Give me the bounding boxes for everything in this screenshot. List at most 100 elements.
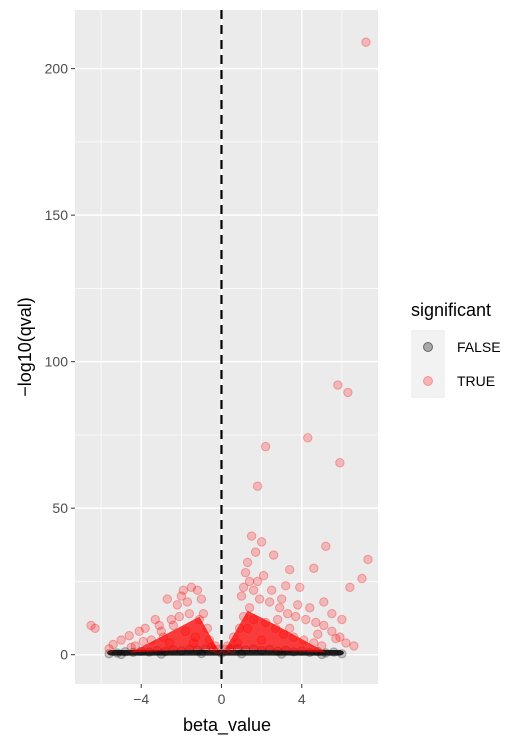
point-true: [343, 387, 353, 398]
point-true: [252, 576, 263, 587]
point-true: [164, 638, 175, 648]
false-density-band: [107, 650, 344, 656]
x-tick-label: 0: [218, 691, 226, 707]
point-true: [134, 626, 144, 636]
point-true: [317, 641, 327, 651]
point-true: [242, 623, 253, 634]
point-true: [222, 641, 233, 651]
point-true: [327, 626, 337, 636]
point-true: [182, 597, 193, 607]
legend-key-false: [423, 342, 433, 352]
point-true: [154, 620, 164, 631]
point-true: [335, 632, 345, 642]
point-true: [256, 537, 267, 547]
true-density-fan: [131, 616, 218, 653]
true-density-fan: [225, 610, 326, 653]
point-true: [341, 638, 351, 648]
point-true: [283, 608, 293, 619]
point-true: [212, 644, 223, 655]
point-true: [293, 600, 303, 610]
point-false: [276, 649, 287, 659]
point-true: [188, 638, 199, 648]
point-true: [254, 594, 265, 604]
point-true: [260, 441, 271, 452]
point-true: [104, 644, 114, 654]
point-true: [319, 620, 329, 631]
point-true: [186, 582, 197, 592]
point-true: [327, 608, 337, 619]
point-false: [337, 649, 347, 659]
point-false: [120, 647, 130, 657]
point-true: [180, 626, 191, 636]
point-true: [86, 620, 96, 631]
point-true: [333, 380, 343, 390]
point-true: [301, 614, 311, 625]
point-true: [226, 644, 237, 654]
y-tick-label: 150: [45, 207, 69, 223]
point-true: [309, 563, 319, 573]
y-tick-labels: 0 50 100 150 200: [45, 61, 69, 663]
axis-ticks: [71, 68, 303, 688]
point-true: [345, 582, 355, 592]
point-true: [168, 620, 179, 631]
point-true: [220, 644, 231, 655]
point-true: [146, 635, 156, 645]
point-true: [178, 585, 189, 595]
x-tick-label: −4: [133, 691, 149, 707]
point-true: [234, 623, 245, 634]
point-true: [272, 614, 283, 625]
x-tick-labels: −4 0 4: [133, 691, 306, 707]
point-true: [174, 611, 185, 622]
point-false: [104, 649, 114, 659]
legend: significant FALSE TRUE: [411, 300, 501, 398]
legend-label-false: FALSE: [457, 339, 501, 355]
point-true: [130, 641, 140, 651]
legend-key-false-box: [411, 330, 445, 364]
point-true: [276, 594, 287, 604]
point-true: [303, 433, 313, 443]
y-tick-label: 0: [60, 647, 68, 663]
point-true: [291, 611, 301, 622]
point-true: [228, 632, 239, 642]
point-true: [305, 603, 315, 613]
point-false: [236, 649, 247, 659]
point-false: [321, 648, 331, 658]
point-true: [176, 591, 187, 601]
point-true: [285, 565, 295, 575]
point-true: [246, 531, 257, 541]
point-true: [126, 642, 136, 653]
point-true: [264, 597, 275, 607]
point-true: [138, 636, 148, 647]
point-true: [238, 582, 249, 592]
legend-label-true: TRUE: [457, 373, 495, 389]
point-true: [242, 557, 253, 568]
point-true: [244, 576, 255, 587]
point-true: [309, 638, 319, 648]
panel-background: [75, 10, 378, 684]
point-true: [150, 614, 160, 625]
point-false: [116, 649, 126, 660]
point-true: [248, 614, 259, 625]
point-true: [295, 582, 305, 592]
point-true: [256, 635, 267, 645]
minor-gridlines: [75, 10, 378, 684]
point-true: [206, 642, 217, 653]
point-true: [196, 594, 207, 604]
point-true: [184, 608, 195, 619]
point-true: [349, 641, 359, 651]
point-true: [260, 617, 271, 628]
series-true-points: [86, 37, 373, 655]
legend-key-true-box: [411, 364, 445, 398]
legend-key-true: [423, 376, 433, 386]
point-true: [156, 626, 166, 636]
y-tick-label: 200: [45, 61, 69, 77]
point-true: [299, 635, 309, 645]
point-true: [240, 567, 251, 578]
y-axis-title: −log10(qval): [15, 297, 35, 397]
point-true: [321, 541, 331, 551]
point-true: [268, 550, 279, 560]
point-true: [313, 629, 323, 639]
point-true: [140, 623, 150, 634]
point-true: [270, 623, 281, 634]
point-true: [190, 632, 201, 642]
